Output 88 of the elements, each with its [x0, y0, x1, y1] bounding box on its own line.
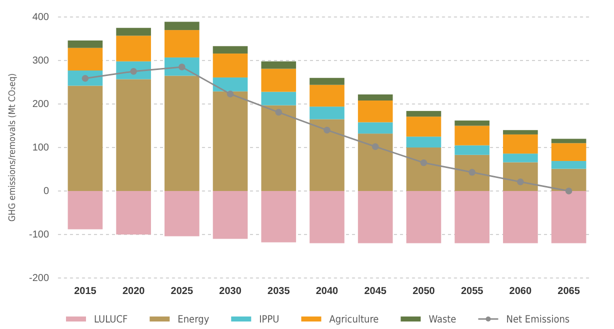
x-tick-label: 2035: [268, 286, 290, 297]
bar: [310, 191, 344, 244]
x-tick-label: 2055: [460, 286, 484, 297]
bar: [310, 106, 344, 120]
bar: [358, 100, 393, 122]
bar: [406, 191, 442, 244]
bar: [164, 76, 200, 191]
bar: [551, 143, 586, 161]
y-tick-label: -100: [28, 230, 50, 241]
y-axis-title: GHG emissions/removals (Mt CO₂eq): [8, 73, 18, 222]
bar: [503, 162, 538, 191]
bar: [551, 168, 586, 191]
y-tick-label: 400: [32, 12, 50, 24]
y-tick-label: 200: [32, 99, 50, 110]
bar: [454, 120, 490, 126]
bar: [116, 36, 151, 62]
legend-label: IPPU: [259, 314, 280, 326]
bar: [212, 54, 248, 78]
bar: [551, 160, 586, 169]
legend-label: Waste: [428, 314, 457, 326]
x-tick-label: 2015: [74, 286, 97, 297]
x-tick-label: 2045: [364, 286, 387, 297]
bar: [358, 94, 393, 101]
x-tick-label: 2025: [170, 286, 194, 297]
legend-label: Net Emissions: [506, 314, 570, 326]
bar: [68, 40, 103, 48]
bar: [310, 78, 344, 85]
bar: [212, 77, 248, 92]
bar: [358, 134, 393, 191]
bar: [261, 105, 296, 191]
bar: [310, 119, 344, 191]
point: [275, 108, 282, 116]
bar: [503, 134, 538, 154]
bar: [116, 79, 151, 191]
bar: [406, 136, 442, 148]
bar: [551, 191, 586, 244]
point: [226, 90, 234, 98]
bar: [164, 30, 200, 58]
bar: [406, 148, 442, 191]
bar: [310, 84, 344, 107]
x-tick-label: 2050: [412, 286, 436, 297]
bar: [358, 122, 393, 134]
point: [517, 178, 524, 186]
bar: [454, 154, 490, 191]
point: [468, 168, 476, 176]
bar: [454, 191, 490, 244]
y-tick-label: 300: [32, 56, 50, 67]
bar: [454, 145, 490, 155]
bar: [261, 68, 296, 92]
y-tick-label: 100: [32, 142, 50, 154]
legend-label: LULUCF: [94, 314, 128, 326]
x-tick-label: 2020: [122, 286, 146, 297]
bar: [551, 138, 586, 144]
bar: [164, 191, 200, 236]
y-tick-label: 0: [43, 186, 50, 198]
bar: [68, 191, 103, 230]
bar: [503, 130, 538, 134]
bar: [261, 191, 296, 242]
bar: [116, 191, 151, 234]
x-tick-label: 2065: [558, 286, 580, 297]
bar: [116, 28, 151, 36]
bar: [68, 48, 103, 71]
bar: [261, 61, 296, 69]
point: [178, 64, 186, 70]
bar: [164, 22, 200, 30]
bar: [503, 191, 538, 244]
x-tick-label: 2030: [219, 286, 242, 297]
bar: [212, 46, 248, 54]
point: [565, 188, 572, 194]
bar: [261, 92, 296, 106]
legend-label: Energy: [178, 314, 210, 326]
point: [324, 126, 330, 134]
y-tick-label: -200: [28, 273, 50, 284]
bar: [454, 126, 490, 146]
bar: [212, 91, 248, 191]
point: [130, 68, 137, 75]
bar: [68, 86, 103, 191]
x-tick-label: 2060: [509, 286, 532, 297]
bar: [212, 191, 248, 239]
bar: [503, 154, 538, 162]
bar: [406, 110, 442, 117]
point: [82, 74, 89, 82]
x-tick-label: 2040: [316, 286, 339, 297]
point: [372, 143, 379, 150]
legend-label: Agriculture: [329, 314, 380, 326]
bar: [358, 191, 393, 244]
bar: [406, 116, 442, 137]
point: [420, 159, 428, 166]
